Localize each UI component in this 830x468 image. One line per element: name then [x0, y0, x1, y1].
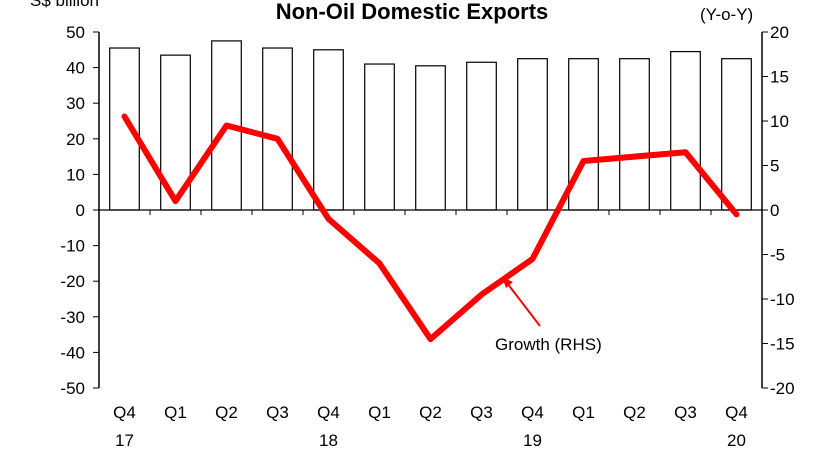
x-tick-label-quarter: Q4: [521, 403, 544, 422]
x-tick-label-quarter: Q4: [113, 403, 136, 422]
bar-5: [364, 63, 395, 211]
right-tick-label: 15: [770, 68, 789, 87]
x-axis-labels: Q4 17 Q1 Q2 Q3 Q4 18 Q1 Q2 Q3 Q4 19 Q1 Q2 Q3 Q4 20: [113, 403, 748, 450]
right-tick-label: -20: [770, 379, 795, 398]
x-tick-label-quarter: Q2: [623, 403, 646, 422]
left-tick-label: -10: [60, 237, 85, 256]
line-series-group: [121, 113, 740, 343]
bar-6: [415, 65, 446, 211]
bar-10: [619, 58, 650, 211]
left-tick-label: -40: [60, 343, 85, 362]
right-axis-ticks: -20 -15 -10 -5 0 5 10 15 20: [762, 23, 795, 398]
x-tick-label-quarter: Q1: [368, 403, 391, 422]
x-tick-label-year: 17: [115, 431, 134, 450]
x-tick-label-quarter: Q1: [572, 403, 595, 422]
left-tick-label: 0: [76, 201, 85, 220]
right-axis-unit: (Y-o-Y): [700, 5, 753, 24]
left-tick-label: -50: [60, 379, 85, 398]
bar-8: [517, 58, 548, 211]
right-tick-label: 20: [770, 23, 789, 42]
bar-12: [721, 58, 752, 211]
right-tick-label: -5: [770, 246, 785, 265]
bar-7: [466, 61, 497, 211]
left-axis-unit: S$ billion: [30, 0, 99, 10]
x-tick-label-year: 18: [319, 431, 338, 450]
bar-4: [313, 49, 344, 211]
growth-line: [121, 113, 740, 343]
x-tick-label-year: 19: [523, 431, 542, 450]
growth-annotation-arrow: [503, 278, 541, 327]
bar-series: [109, 40, 752, 211]
x-tick-label-quarter: Q2: [419, 403, 442, 422]
right-tick-label: -10: [770, 290, 795, 309]
left-axis-ticks: -50 -40 -30 -20 -10 0 10 20 30 40 50: [60, 23, 99, 398]
right-tick-label: -15: [770, 335, 795, 354]
left-tick-label: -20: [60, 272, 85, 291]
left-tick-label: 30: [66, 94, 85, 113]
left-tick-label: 20: [66, 130, 85, 149]
left-tick-label: -30: [60, 308, 85, 327]
right-tick-label: 5: [770, 157, 779, 176]
left-tick-label: 50: [66, 23, 85, 42]
x-tick-label-quarter: Q4: [317, 403, 340, 422]
right-tick-label: 10: [770, 112, 789, 131]
left-tick-label: 40: [66, 59, 85, 78]
x-tick-label-quarter: Q3: [266, 403, 289, 422]
growth-annotation-arrowhead: [502, 277, 513, 288]
x-tick-label-quarter: Q3: [470, 403, 493, 422]
x-tick-label-year: 20: [727, 431, 746, 450]
chart-title: Non-Oil Domestic Exports: [276, 0, 549, 24]
x-tick-label-quarter: Q1: [164, 403, 187, 422]
growth-annotation-label: Growth (RHS): [495, 335, 602, 354]
x-tick-label-quarter: Q2: [215, 403, 238, 422]
left-tick-label: 10: [66, 165, 85, 184]
bar-3: [262, 47, 293, 211]
bar-11: [670, 50, 701, 211]
right-tick-label: 0: [770, 201, 779, 220]
x-tick-label-quarter: Q4: [725, 403, 748, 422]
x-tick-label-quarter: Q3: [674, 403, 697, 422]
